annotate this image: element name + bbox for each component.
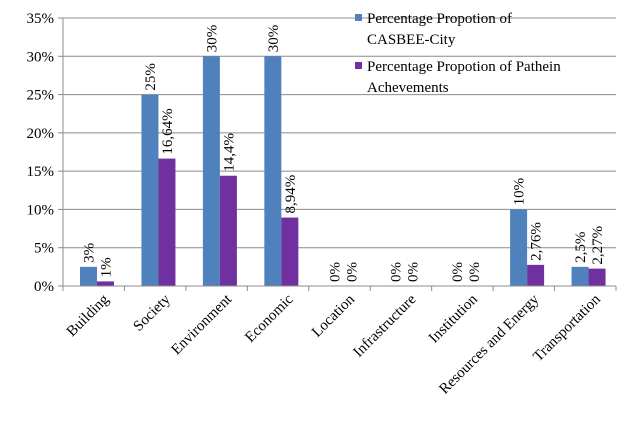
y-tick-label: 5% (34, 241, 54, 257)
bar-series (80, 56, 606, 287)
legend-label: Achevements (367, 80, 449, 96)
data-label: 30% (204, 25, 220, 53)
legend: Percentage Propotion of CASBEE-City Percen… (355, 11, 561, 96)
data-label: 0% (327, 262, 343, 282)
bar (510, 209, 528, 286)
data-label: 2,27% (590, 226, 606, 265)
x-tick-label: Location (309, 291, 358, 340)
axes (58, 17, 617, 291)
data-label: 30% (266, 25, 282, 53)
data-label: 8,94% (283, 175, 299, 214)
x-tick-label: Institution (426, 291, 481, 346)
x-tick-label: Society (131, 291, 174, 334)
bar (527, 264, 545, 286)
data-label: 0% (406, 262, 422, 282)
bar (264, 56, 282, 287)
bar (219, 175, 237, 286)
data-label: 0% (450, 262, 466, 282)
bar (97, 281, 114, 286)
y-tick-label: 20% (27, 126, 55, 142)
legend-swatch (355, 14, 362, 21)
data-label: 2,76% (529, 222, 545, 261)
y-tick-label: 35% (27, 11, 55, 27)
bar (80, 266, 97, 286)
data-label: 0% (344, 262, 360, 282)
bar (202, 56, 220, 287)
data-label: 25% (143, 63, 159, 91)
y-axis-ticks: 0% 5% 10% 15% 20% 25% 30% 35% (27, 11, 55, 295)
data-label: 1% (99, 257, 115, 277)
y-tick-label: 0% (34, 279, 54, 295)
data-label: 2,5% (573, 232, 589, 263)
data-label: 16,64% (160, 108, 176, 154)
x-tick-label: Environment (168, 291, 235, 358)
data-labels: 3%25%30% 30%0% 0% 0%10%2,5%1%16,64% 14,4%8,9… (82, 25, 607, 282)
bar (588, 268, 606, 286)
x-tick-label: Infrastructure (350, 291, 419, 360)
bar (141, 94, 159, 286)
data-label: 0% (467, 262, 483, 282)
x-tick-label: Resources and Energy (436, 291, 542, 397)
bar (281, 217, 299, 286)
x-tick-label: Building (64, 291, 113, 340)
y-tick-label: 10% (27, 202, 55, 218)
data-label: 3% (82, 243, 98, 263)
bar (158, 158, 176, 286)
data-label: 0% (389, 262, 405, 282)
legend-swatch (355, 62, 362, 69)
y-tick-label: 30% (27, 49, 55, 65)
y-tick-label: 15% (27, 164, 55, 180)
legend-label: CASBEE-City (367, 32, 456, 48)
x-tick-label: Economic (242, 291, 297, 346)
data-label: 14,4% (221, 133, 237, 172)
legend-label: Percentage Propotion of (367, 11, 512, 27)
bar (571, 266, 589, 286)
data-label: 10% (512, 178, 528, 206)
y-tick-label: 25% (27, 88, 55, 104)
legend-label: Percentage Propotion of Pathein (367, 59, 561, 75)
